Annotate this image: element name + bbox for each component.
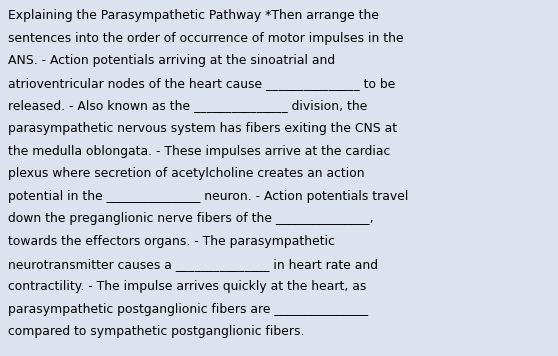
Text: the medulla oblongata. - These impulses arrive at the cardiac: the medulla oblongata. - These impulses …	[8, 145, 391, 158]
Text: parasympathetic postganglionic fibers are _______________: parasympathetic postganglionic fibers ar…	[8, 303, 368, 316]
Text: contractility. - The impulse arrives quickly at the heart, as: contractility. - The impulse arrives qui…	[8, 280, 367, 293]
Text: Explaining the Parasympathetic Pathway *Then arrange the: Explaining the Parasympathetic Pathway *…	[8, 9, 379, 22]
Text: atrioventricular nodes of the heart cause _______________ to be: atrioventricular nodes of the heart caus…	[8, 77, 396, 90]
Text: released. - Also known as the _______________ division, the: released. - Also known as the __________…	[8, 99, 368, 112]
Text: towards the effectors organs. - The parasympathetic: towards the effectors organs. - The para…	[8, 235, 335, 248]
Text: ANS. - Action potentials arriving at the sinoatrial and: ANS. - Action potentials arriving at the…	[8, 54, 335, 67]
Text: sentences into the order of occurrence of motor impulses in the: sentences into the order of occurrence o…	[8, 32, 404, 44]
Text: plexus where secretion of acetylcholine creates an action: plexus where secretion of acetylcholine …	[8, 167, 365, 180]
Text: potential in the _______________ neuron. - Action potentials travel: potential in the _______________ neuron.…	[8, 190, 409, 203]
Text: parasympathetic nervous system has fibers exiting the CNS at: parasympathetic nervous system has fiber…	[8, 122, 397, 135]
Text: neurotransmitter causes a _______________ in heart rate and: neurotransmitter causes a ______________…	[8, 258, 378, 271]
Text: compared to sympathetic postganglionic fibers.: compared to sympathetic postganglionic f…	[8, 325, 305, 339]
Text: down the preganglionic nerve fibers of the _______________,: down the preganglionic nerve fibers of t…	[8, 212, 374, 225]
